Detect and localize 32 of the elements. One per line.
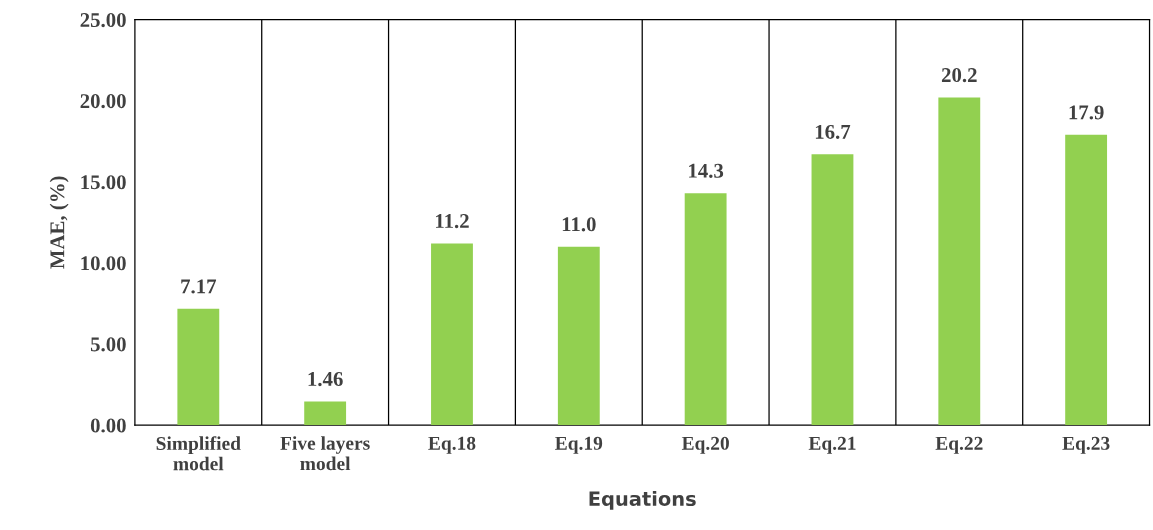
data-label: 1.46 [308, 372, 343, 387]
bar [431, 243, 473, 426]
y-tick-label: 10.00 [81, 256, 126, 271]
x-tick-label: Eq.20 [681, 436, 729, 454]
data-label: 14.3 [689, 163, 724, 178]
data-label: 16.7 [815, 124, 851, 139]
x-tick-label: Eq.19 [555, 436, 603, 454]
x-tick-label: Five layers model [280, 436, 370, 471]
y-tick-label: 25.00 [80, 12, 126, 28]
y-axis-title: MAE, (%) [49, 176, 69, 269]
data-label: 11.2 [435, 214, 469, 229]
bar [557, 246, 600, 426]
bar [304, 401, 347, 426]
bar [938, 97, 981, 426]
x-tick-label: Simplified model [156, 436, 241, 471]
x-tick-label: Eq.22 [935, 436, 983, 454]
bar [684, 193, 727, 426]
data-label: 11.0 [562, 217, 596, 232]
data-label: 17.9 [1069, 105, 1104, 120]
x-tick-label: Eq.23 [1062, 436, 1110, 454]
bar [1065, 134, 1108, 426]
bar [811, 154, 854, 426]
data-label: 7.17 [181, 279, 217, 294]
x-tick-label: Eq.21 [808, 436, 856, 454]
bar [177, 308, 220, 426]
y-tick-label: 5.00 [90, 337, 126, 352]
x-tick-label: Eq.18 [428, 436, 476, 454]
x-axis-title: Equations [589, 491, 696, 510]
data-label: 20.2 [941, 68, 977, 83]
y-tick-label: 15.00 [81, 175, 126, 190]
y-tick-label: 0.00 [90, 418, 126, 433]
y-tick-label: 20.00 [80, 94, 126, 109]
